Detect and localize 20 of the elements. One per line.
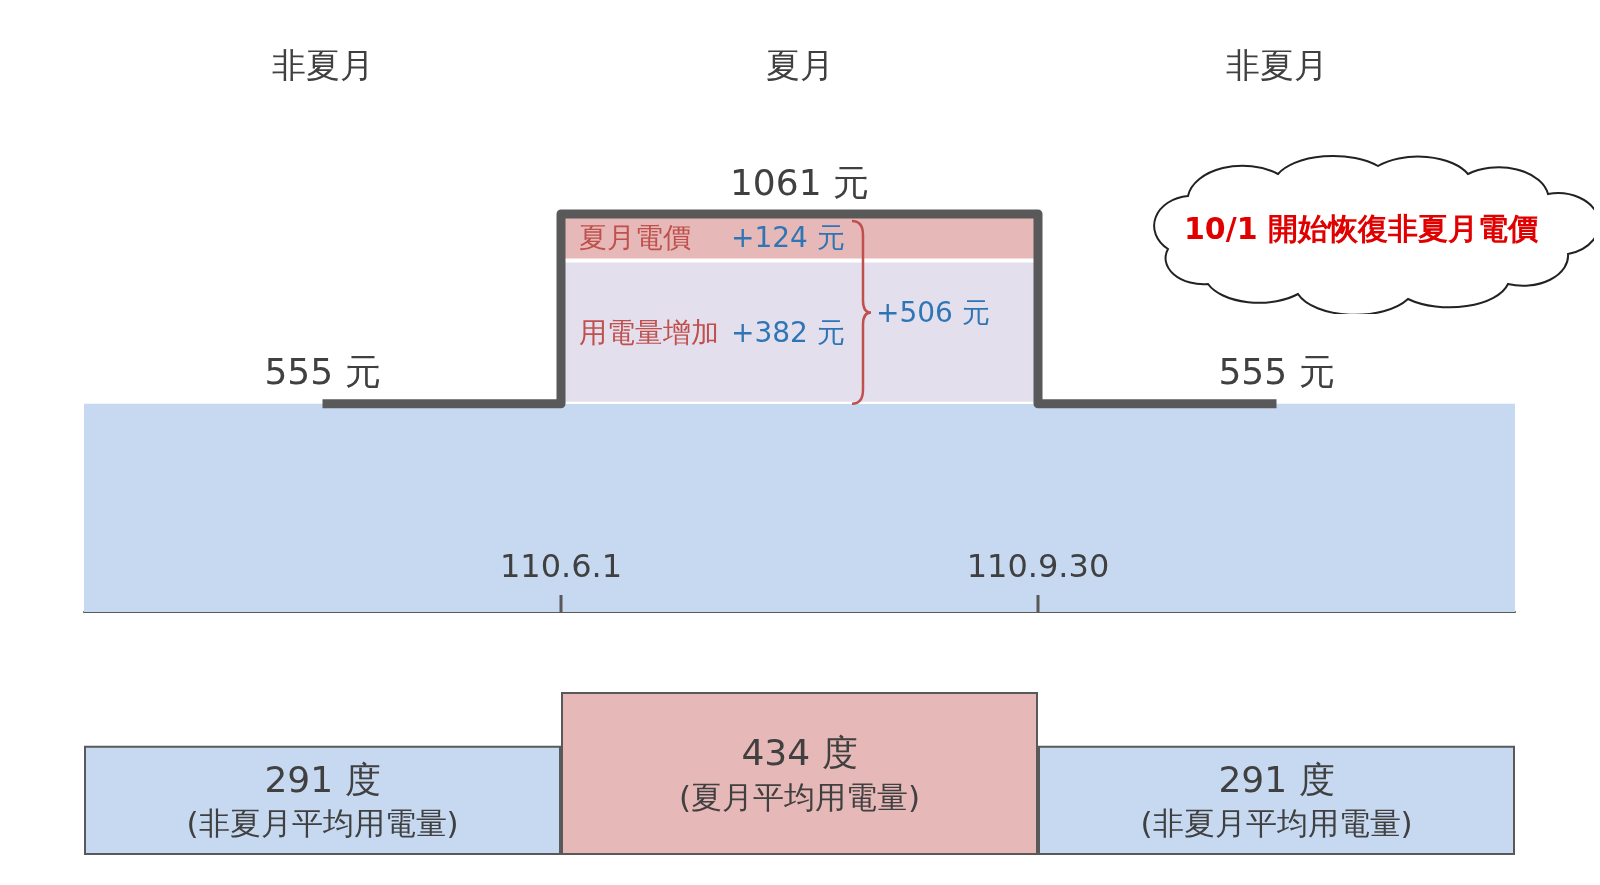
x-tick-label: (非夏月平均用電量) bbox=[186, 805, 459, 842]
data-label: 291 度 bbox=[264, 758, 381, 800]
data-label: +382 元 bbox=[731, 315, 845, 349]
annotation: +506 元 bbox=[875, 295, 990, 329]
annotation: 110.6.1 bbox=[499, 547, 623, 585]
series-label: 夏月電價 bbox=[579, 220, 691, 254]
x-tick-label: (夏月平均用電量) bbox=[678, 778, 921, 815]
x-tick-label: 非夏月 bbox=[1225, 45, 1328, 85]
data-label: 555 元 bbox=[264, 351, 381, 393]
series-label: 用電量增加 bbox=[579, 315, 719, 349]
annotation: 10/1 開始恢復非夏月電價 bbox=[1183, 210, 1540, 246]
data-label: 291 度 bbox=[1218, 758, 1335, 800]
data-label: 1061 元 bbox=[729, 161, 870, 203]
annotation: 110.9.30 bbox=[966, 547, 1110, 585]
x-tick-label: 夏月 bbox=[765, 45, 834, 85]
data-label: 555 元 bbox=[1218, 351, 1335, 393]
data-label: 434 度 bbox=[741, 732, 858, 773]
x-tick-label: 非夏月 bbox=[271, 45, 374, 85]
x-tick-label: (非夏月平均用電量) bbox=[1140, 805, 1413, 842]
data-label: +124 元 bbox=[731, 220, 845, 254]
